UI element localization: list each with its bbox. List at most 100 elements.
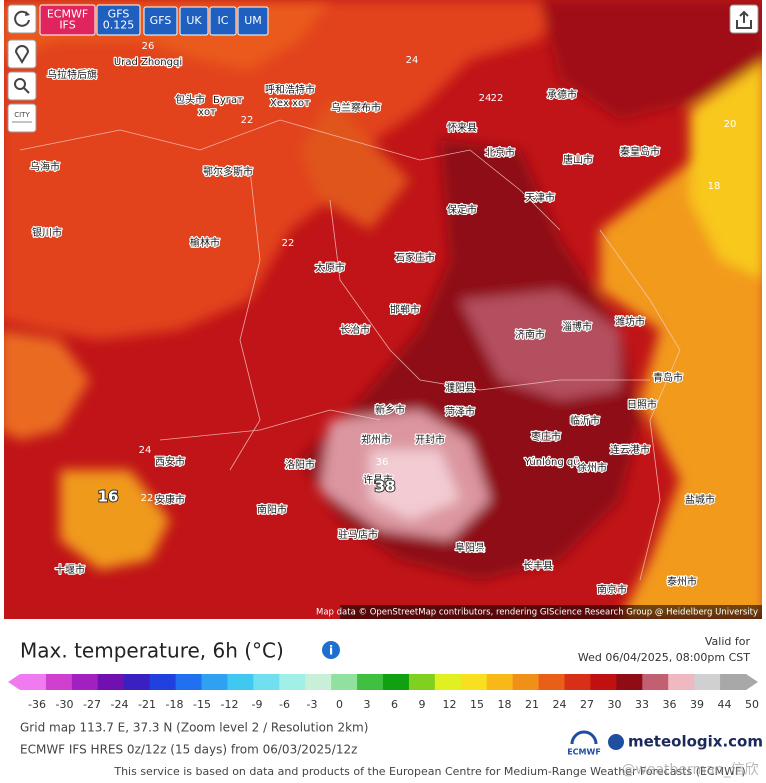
scale-segment xyxy=(227,674,254,690)
contour-label: 36 xyxy=(376,457,389,468)
scale-tick-label: -36 xyxy=(28,698,46,711)
place-label: 呼和浩特市 xyxy=(265,83,315,96)
zoom-button[interactable] xyxy=(7,71,37,101)
info-line: ECMWF IFS HRES 0z/12z (15 days) from 06/… xyxy=(20,743,357,757)
scale-tick-label: 27 xyxy=(580,698,594,711)
model-button-label: GFS xyxy=(108,8,130,21)
scale-tick-label: 50 xyxy=(745,698,759,711)
place-label: 临沂市 xyxy=(570,414,600,427)
refresh-button[interactable] xyxy=(7,4,37,34)
brand[interactable]: meteologix.com xyxy=(608,733,763,751)
place-label: 郑州市 xyxy=(361,433,391,446)
contour-label: 26 xyxy=(142,41,155,52)
place-label: 潍坊市 xyxy=(615,315,645,328)
place-label: 日照市 xyxy=(627,398,657,411)
model-button-label: 0.125 xyxy=(103,19,135,32)
scale-segment xyxy=(45,674,73,690)
place-label: 鄂尔多斯市 xyxy=(203,165,253,178)
scale-tick-label: 36 xyxy=(663,698,677,711)
model-button-label: ECMWF xyxy=(47,8,88,21)
scale-arrow-right xyxy=(746,674,758,690)
place-label: 包头市 xyxy=(175,93,205,106)
highlight-label: 38 xyxy=(375,478,396,496)
model-button-bg xyxy=(39,4,96,36)
scale-segment xyxy=(694,674,721,690)
contour-label: 24 xyxy=(406,55,419,66)
place-label: 长丰县 xyxy=(523,559,553,572)
place-label: 邯郸市 xyxy=(390,303,420,316)
place-label: 承德市 xyxy=(547,88,577,101)
location-button[interactable] xyxy=(7,39,37,69)
place-label: 天津市 xyxy=(525,191,555,204)
attribution-bg xyxy=(340,605,762,619)
place-label: 榆林市 xyxy=(190,236,220,249)
place-label: 济南市 xyxy=(515,328,545,341)
share-button[interactable] xyxy=(729,4,759,34)
place-label: 乌海市 xyxy=(30,160,60,173)
ecmwf-logo: ECMWF xyxy=(567,730,601,757)
place-label: 洛阳市 xyxy=(285,458,315,471)
place-label: 长治市 xyxy=(340,323,370,336)
scale-segment xyxy=(253,674,280,690)
place-label: 南京市 xyxy=(597,583,627,596)
scale-tick-label: 0 xyxy=(336,698,343,711)
scale-segment xyxy=(305,674,332,690)
place-label: 保定市 xyxy=(447,203,477,216)
model-button[interactable]: GFS xyxy=(143,6,178,36)
model-button[interactable]: IC xyxy=(209,6,237,36)
valid-label: Valid for xyxy=(705,635,751,648)
scale-tick-label: 39 xyxy=(690,698,704,711)
info-icon[interactable]: i xyxy=(322,641,340,659)
place-label: 银川市 xyxy=(32,226,62,239)
city-button[interactable]: CITY xyxy=(7,103,37,133)
scale-segment xyxy=(331,674,358,690)
place-label: 枣庄市 xyxy=(531,430,561,443)
scale-tick-label: -30 xyxy=(56,698,74,711)
ecmwf-logo-text: ECMWF xyxy=(567,748,601,757)
scale-tick-label: 33 xyxy=(635,698,649,711)
place-label: 秦皇岛市 xyxy=(620,145,660,158)
place-label: 徐州市 xyxy=(577,461,607,474)
scale-segment xyxy=(201,674,228,690)
scale-segment xyxy=(97,674,125,690)
scale-segment xyxy=(20,674,47,690)
watermark: @weatherman_信欣 xyxy=(621,762,758,778)
place-label: 太原市 xyxy=(315,261,345,274)
model-button[interactable]: UK xyxy=(179,6,209,36)
scale-arrow-left xyxy=(8,674,20,690)
contour-label: 24 xyxy=(139,445,152,456)
model-button[interactable]: UM xyxy=(237,6,269,36)
place-label: 濮阳县 xyxy=(445,381,475,394)
scale-segment xyxy=(408,674,436,690)
scale-tick-label: -21 xyxy=(138,698,156,711)
scale-tick-label: -27 xyxy=(83,698,101,711)
place-label: 泰州市 xyxy=(667,575,697,588)
model-button-label: GFS xyxy=(150,14,172,27)
model-button-bg xyxy=(179,6,209,36)
contour-label: 22 xyxy=(241,115,254,126)
place-label: хот xyxy=(198,107,216,118)
scale-segment xyxy=(668,674,695,690)
scale-tick-label: -24 xyxy=(111,698,129,711)
scale-segment xyxy=(383,674,410,690)
scale-segment xyxy=(590,674,617,690)
contour-label: 24 xyxy=(479,93,492,104)
place-label: 十堰市 xyxy=(55,563,85,576)
place-label: Urad Zhongqi xyxy=(114,57,182,68)
scale-tick-label: 6 xyxy=(391,698,398,711)
model-button-label: IC xyxy=(218,14,229,27)
highlight-label: 16 xyxy=(98,488,119,506)
scale-segment xyxy=(175,674,202,690)
panel-bg xyxy=(0,620,766,783)
place-label: 怀来县 xyxy=(447,122,477,134)
place-label: 西安市 xyxy=(155,455,185,468)
place-label: Yúnlóng qū xyxy=(523,456,579,468)
model-button-bg xyxy=(96,4,141,36)
place-label: 乌兰察布市 xyxy=(331,101,381,114)
scale-tick-label: 24 xyxy=(553,698,567,711)
place-label: 淄博市 xyxy=(562,320,592,333)
